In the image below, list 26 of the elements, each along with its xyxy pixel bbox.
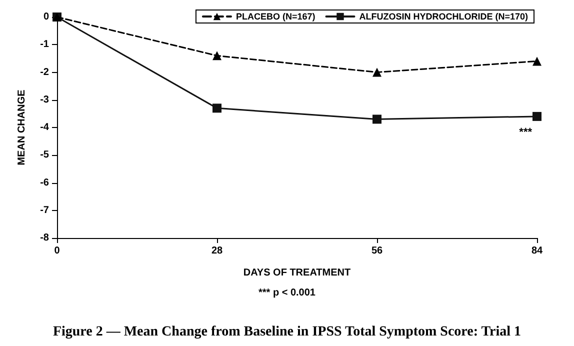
legend-label: PLACEBO (N=167) bbox=[236, 12, 316, 22]
y-tick-label: -6 bbox=[40, 177, 50, 188]
text: *** p < 0.001 bbox=[258, 288, 316, 298]
x-tick-label: 56 bbox=[371, 246, 383, 256]
y-axis-title: MEAN CHANGE bbox=[16, 89, 28, 166]
y-tick-label: -7 bbox=[40, 204, 50, 216]
point bbox=[372, 68, 382, 77]
point bbox=[212, 104, 222, 113]
x-tick-label: 0 bbox=[54, 246, 60, 256]
y-tick-label: -2 bbox=[40, 66, 50, 78]
y-tick-label: -8 bbox=[40, 232, 50, 244]
y-tick-label: -5 bbox=[40, 150, 50, 161]
y-tick-label: -3 bbox=[40, 94, 50, 106]
y-tick-label: -1 bbox=[40, 39, 50, 50]
point bbox=[532, 56, 542, 66]
y-tick-label: -4 bbox=[40, 122, 50, 133]
annotation: *** bbox=[519, 126, 533, 138]
point bbox=[532, 112, 542, 121]
x-tick-label: 28 bbox=[211, 246, 223, 256]
y-tick-label: 0 bbox=[43, 12, 50, 22]
legend-label: ALFUZOSIN HYDROCHLORIDE (N=170) bbox=[359, 12, 528, 22]
x-axis-title: DAYS OF TREATMENT bbox=[243, 268, 351, 278]
text: Figure 2 — Mean Change from Baseline in IPSS Total Symptom Score: Trial 1 bbox=[52, 324, 522, 340]
point bbox=[372, 114, 382, 124]
point bbox=[212, 51, 222, 60]
x-tick-label: 84 bbox=[531, 246, 543, 256]
